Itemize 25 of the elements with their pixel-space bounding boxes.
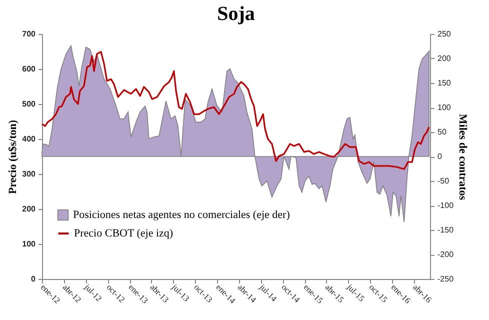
y-tick-label: 200 (22, 204, 36, 214)
legend-label: Precio CBOT (eje izq) (74, 228, 174, 240)
y2-tick-label: 200 (438, 54, 452, 63)
y2-tick-label: -150 (438, 226, 454, 234)
line-series (41, 51, 430, 170)
y-axis-title: Precio (u$s/ton) (7, 120, 20, 194)
legend-label: Posiciones netas agentes no comerciales (eje der) (73, 209, 290, 221)
y2-tick-label: -50 (438, 176, 450, 186)
y2-tick-label: 100 (438, 103, 452, 112)
y2-tick-label: -250 (438, 274, 454, 284)
y2-tick-label: 250 (438, 30, 452, 38)
y2-tick-label: -100 (438, 201, 454, 210)
y2-tick-label: -200 (438, 250, 454, 259)
y2-axis-title: Miles de contratos (456, 114, 469, 201)
y2-tick-label: 0 (438, 152, 442, 161)
y-tick-label: 0 (31, 274, 36, 284)
y-tick-label: 500 (22, 100, 36, 108)
y-tick-label: 700 (22, 30, 36, 38)
y-tick-label: 300 (22, 170, 36, 178)
y2-tick-label: 50 (438, 128, 447, 136)
y-tick-label: 400 (22, 134, 36, 144)
chart-title: Soja (217, 3, 255, 25)
y2-tick-label: 150 (438, 78, 452, 88)
y-tick-label: 100 (22, 240, 36, 248)
y-tick-label: 600 (22, 64, 36, 74)
